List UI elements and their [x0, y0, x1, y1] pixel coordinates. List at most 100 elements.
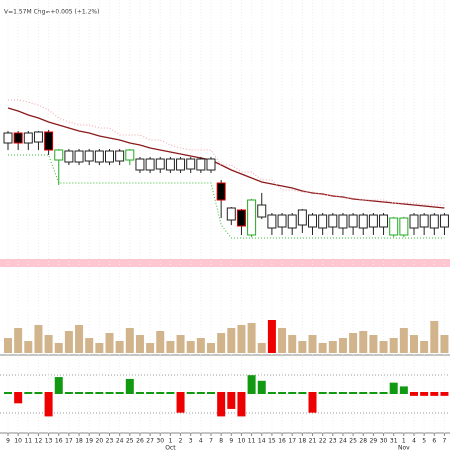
volume-bar: [278, 328, 287, 353]
candle-body: [186, 158, 196, 170]
x-tick-label: 29: [370, 438, 378, 445]
indicator-bar: [217, 392, 226, 417]
volume-bar: [105, 333, 114, 353]
x-tick-label: 19: [85, 438, 93, 445]
x-tick-label: 9: [229, 438, 233, 445]
x-tick-label: 26: [136, 438, 144, 445]
x-tick-label: 9: [6, 438, 10, 445]
x-tick-label: 13: [45, 438, 53, 445]
candle-body: [318, 214, 328, 229]
volume-bar: [207, 343, 215, 353]
x-tick-label: 30: [156, 438, 164, 445]
x-tick-label: 15: [268, 438, 276, 445]
candle-body: [277, 214, 287, 228]
volume-bar: [156, 331, 165, 353]
indicator-bar: [135, 392, 144, 394]
x-tick-label: 18: [75, 438, 83, 445]
candle-body: [236, 209, 246, 227]
candle-body: [399, 217, 409, 236]
separator-band: [0, 259, 450, 267]
indicator-bar: [318, 392, 327, 394]
candle-body: [287, 214, 297, 229]
volume-bar: [196, 338, 205, 353]
candle-body: [439, 214, 449, 228]
indicator-bar: [359, 392, 368, 394]
indicator-bar: [146, 392, 155, 394]
volume-bar: [95, 343, 104, 353]
volume-bar: [44, 335, 53, 353]
candle-body: [135, 158, 145, 171]
x-tick-label: 25: [349, 438, 357, 445]
candle-body: [379, 214, 389, 228]
volume-bar: [125, 328, 134, 353]
x-tick-label: 7: [209, 438, 213, 445]
volume-bar: [176, 335, 185, 353]
x-tick-label: 8: [219, 438, 223, 445]
indicator-bar: [420, 392, 429, 396]
x-tick-label: 28: [359, 438, 367, 445]
candle-body: [125, 149, 135, 161]
indicator-bar: [115, 392, 124, 394]
volume-bar: [217, 333, 226, 353]
indicator-bar: [34, 392, 43, 394]
candle-body: [64, 150, 74, 163]
indicator-bar: [14, 392, 23, 404]
x-tick-label: 16: [55, 438, 63, 445]
indicator-bar: [379, 392, 388, 394]
x-tick-label: 18: [299, 438, 307, 445]
candle-body: [216, 182, 226, 201]
volume-bar: [75, 325, 84, 353]
x-tick-label: 17: [288, 438, 296, 445]
volume-bar: [237, 325, 246, 353]
x-tick-label: 24: [116, 438, 124, 445]
candle-body: [419, 214, 429, 228]
volume-bar: [227, 328, 236, 353]
x-tick-label: 12: [35, 438, 43, 445]
volume-bar: [288, 335, 297, 353]
candle-body: [145, 158, 155, 171]
candle-body: [348, 214, 358, 228]
indicator-bar: [338, 392, 347, 394]
candle-body: [429, 214, 439, 229]
candle-body: [267, 214, 277, 229]
volume-bar: [379, 341, 388, 353]
candle-body: [409, 214, 419, 229]
candle-body: [206, 158, 216, 171]
candle-body: [226, 207, 236, 221]
indicator-bar: [4, 392, 12, 394]
volume-bar: [430, 321, 439, 353]
candle-body: [115, 150, 125, 162]
x-tick-label: 27: [146, 438, 154, 445]
candle-body: [13, 132, 23, 144]
indicator-bar: [369, 392, 378, 394]
indicator-bar: [54, 377, 63, 394]
indicator-bar: [125, 378, 134, 394]
volume-bar: [318, 343, 327, 353]
x-tick-label: 17: [65, 438, 73, 445]
x-tick-label: 23: [329, 438, 337, 445]
indicator-bar: [288, 392, 297, 394]
candle-body: [105, 150, 114, 163]
indicator-bar: [166, 392, 175, 394]
volume-bar: [308, 335, 317, 353]
indicator-bar: [440, 392, 449, 396]
indicator-bar: [156, 392, 165, 394]
x-tick-label: 22: [319, 438, 327, 445]
candle-body: [44, 131, 54, 151]
volume-bar: [34, 325, 43, 353]
indicator-bar: [389, 382, 398, 394]
indicator-bar: [257, 380, 266, 394]
x-tick-label: 20: [96, 438, 104, 445]
indicator-bar: [196, 392, 205, 394]
x-tick-label: 14: [258, 438, 266, 445]
x-tick-label: 23: [106, 438, 114, 445]
candle-body: [308, 214, 317, 228]
candle-body: [3, 132, 13, 144]
candle-body: [358, 214, 368, 229]
indicator-bar: [95, 392, 104, 394]
line-upper: [8, 99, 445, 206]
x-tick-label: 1: [168, 438, 172, 445]
x-tick-label: 6: [432, 438, 436, 445]
volume-bar: [389, 338, 398, 353]
